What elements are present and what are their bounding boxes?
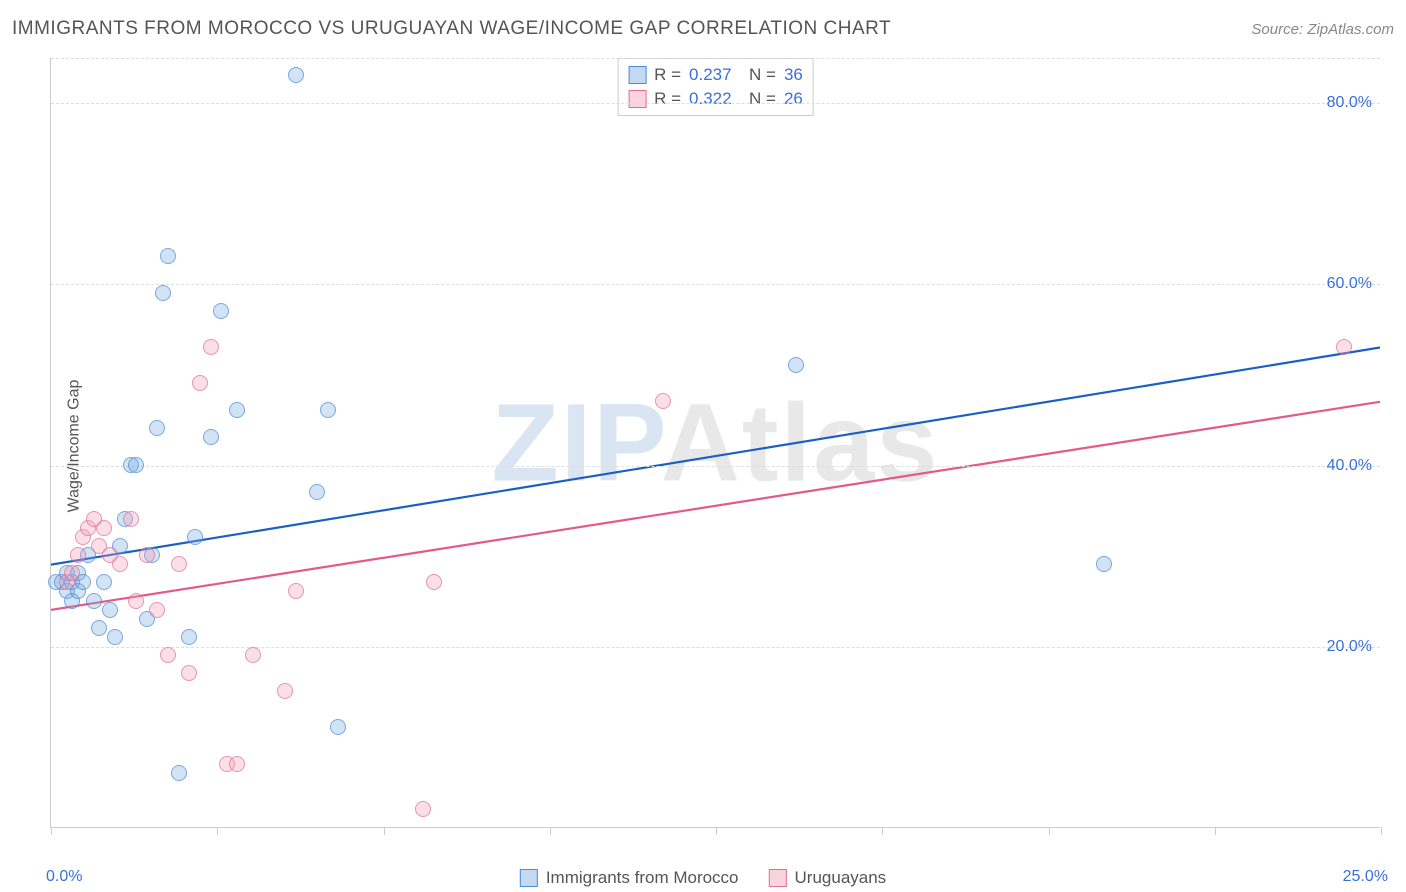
data-point [203, 339, 219, 355]
source-attribution: Source: ZipAtlas.com [1251, 21, 1394, 38]
data-point [229, 402, 245, 418]
data-point [149, 602, 165, 618]
data-point [181, 665, 197, 681]
x-tick-min: 0.0% [46, 868, 82, 886]
data-point [245, 647, 261, 663]
header: IMMIGRANTS FROM MOROCCO VS URUGUAYAN WAG… [12, 18, 1394, 40]
legend-label: Immigrants from Morocco [546, 868, 739, 888]
data-point [112, 556, 128, 572]
legend-swatch [628, 90, 646, 108]
x-tick [217, 827, 218, 835]
correlation-legend: R = 0.237 N = 36R = 0.322 N = 26 [617, 58, 814, 116]
x-tick [882, 827, 883, 835]
data-point [288, 67, 304, 83]
data-point [203, 429, 219, 445]
data-point [96, 574, 112, 590]
data-point [192, 375, 208, 391]
data-point [277, 683, 293, 699]
x-tick [716, 827, 717, 835]
series-legend: Immigrants from Morocco Uruguayans [520, 868, 886, 888]
y-tick-label: 60.0% [1327, 275, 1372, 293]
data-point [155, 285, 171, 301]
legend-row: R = 0.237 N = 36 [628, 63, 803, 87]
data-point [309, 484, 325, 500]
x-tick [1049, 827, 1050, 835]
legend-swatch [520, 869, 538, 887]
data-point [330, 719, 346, 735]
y-tick-label: 80.0% [1327, 94, 1372, 112]
data-point [102, 602, 118, 618]
data-point [320, 402, 336, 418]
scatter-chart: ZIPAtlas R = 0.237 N = 36R = 0.322 N = 2… [50, 58, 1380, 828]
legend-item: Uruguayans [769, 868, 887, 888]
data-point [288, 583, 304, 599]
data-point [181, 629, 197, 645]
data-point [229, 756, 245, 772]
data-point [788, 357, 804, 373]
data-point [70, 547, 86, 563]
data-point [96, 520, 112, 536]
data-point [128, 457, 144, 473]
data-point [107, 629, 123, 645]
x-tick [51, 827, 52, 835]
x-tick [550, 827, 551, 835]
x-tick [1381, 827, 1382, 835]
watermark: ZIPAtlas [492, 379, 940, 506]
trend-line [51, 348, 1380, 565]
x-tick-max: 25.0% [1343, 868, 1388, 886]
data-point [86, 593, 102, 609]
gridline-h [51, 466, 1380, 467]
gridline-h [51, 284, 1380, 285]
trend-line [51, 402, 1380, 610]
legend-label: Uruguayans [795, 868, 887, 888]
gridline-h [51, 103, 1380, 104]
data-point [171, 765, 187, 781]
data-point [171, 556, 187, 572]
data-point [91, 620, 107, 636]
data-point [160, 647, 176, 663]
legend-swatch [769, 869, 787, 887]
x-tick [384, 827, 385, 835]
x-tick [1215, 827, 1216, 835]
data-point [187, 529, 203, 545]
data-point [128, 593, 144, 609]
gridline-h [51, 58, 1380, 59]
data-point [123, 511, 139, 527]
legend-row: R = 0.322 N = 26 [628, 87, 803, 111]
data-point [213, 303, 229, 319]
legend-item: Immigrants from Morocco [520, 868, 739, 888]
data-point [160, 248, 176, 264]
y-tick-label: 20.0% [1327, 638, 1372, 656]
data-point [1096, 556, 1112, 572]
trend-lines [51, 58, 1380, 827]
data-point [139, 547, 155, 563]
data-point [415, 801, 431, 817]
data-point [64, 565, 80, 581]
y-tick-label: 40.0% [1327, 457, 1372, 475]
data-point [655, 393, 671, 409]
legend-swatch [628, 66, 646, 84]
data-point [426, 574, 442, 590]
page-title: IMMIGRANTS FROM MOROCCO VS URUGUAYAN WAG… [12, 18, 891, 40]
data-point [149, 420, 165, 436]
data-point [1336, 339, 1352, 355]
